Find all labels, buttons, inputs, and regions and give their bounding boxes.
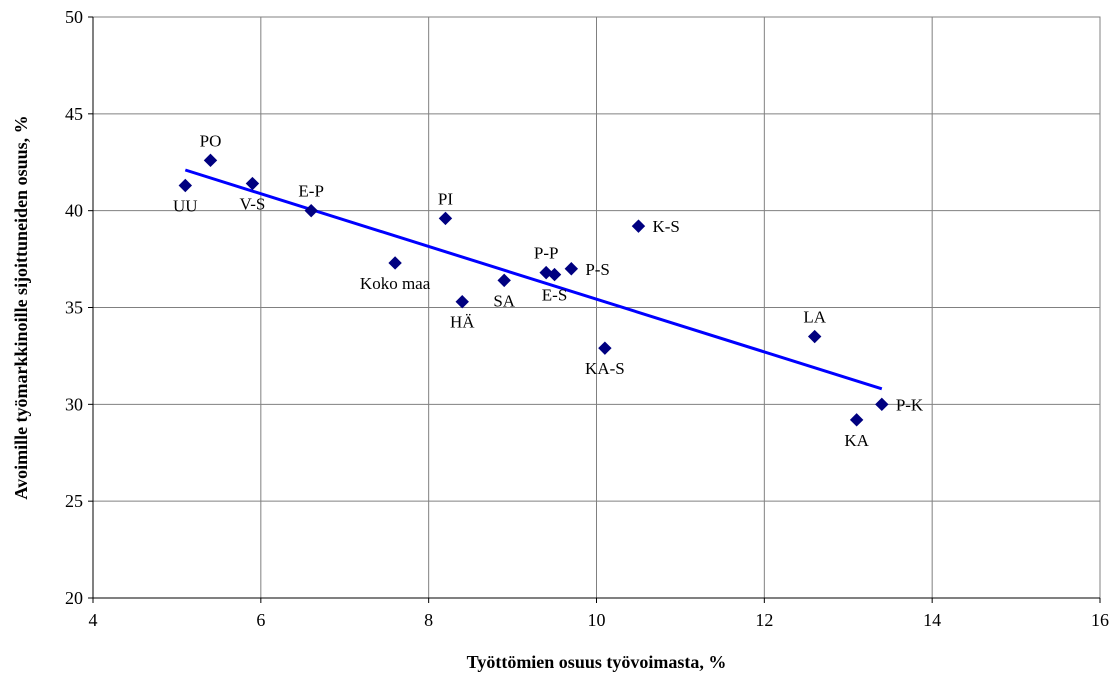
data-point <box>547 267 562 282</box>
point-label: P-S <box>585 260 610 279</box>
trendline <box>184 168 883 391</box>
y-axis-title: Avoimille työmarkkinoille sijoittuneiden… <box>11 115 31 499</box>
data-point <box>304 203 318 218</box>
x-tick-label: 4 <box>89 610 98 630</box>
y-tick-label: 35 <box>65 298 83 318</box>
data-point <box>178 178 193 193</box>
point-label: E-P <box>298 182 324 201</box>
grid-lines <box>93 17 1100 598</box>
data-point <box>807 329 822 344</box>
trendline-group <box>184 168 883 391</box>
point-label: E-S <box>542 286 568 305</box>
data-point <box>497 273 511 288</box>
x-axis-title: Työttömien osuus työvoimasta, % <box>467 652 727 672</box>
y-tick-label: 20 <box>65 588 83 608</box>
x-tick-label: 8 <box>424 610 433 630</box>
y-tick-label: 45 <box>65 104 83 124</box>
data-point <box>598 341 612 355</box>
y-tick-label: 40 <box>65 201 83 221</box>
point-label: Koko maa <box>360 274 431 293</box>
axes: 4 6 8 10 12 14 16 20 25 30 35 40 45 50 <box>65 7 1109 630</box>
data-point <box>455 294 469 309</box>
x-tick-label: 14 <box>923 610 941 630</box>
x-tick-label: 6 <box>256 610 265 630</box>
data-point <box>631 219 646 233</box>
point-label: P-P <box>534 244 559 263</box>
point-label: P-K <box>896 395 924 414</box>
data-point <box>438 211 453 226</box>
data-points: UU PO V-S E-P Koko maa PI HÄ SA P-P E-S P-S KA-S K-S… <box>173 131 924 450</box>
x-tick-label: 12 <box>755 610 773 630</box>
data-point <box>203 153 218 168</box>
y-tick-label: 25 <box>65 491 83 511</box>
point-label: LA <box>803 308 826 327</box>
x-tick-label: 10 <box>588 610 606 630</box>
point-label: PI <box>438 189 453 208</box>
point-label: K-S <box>652 217 679 236</box>
y-tick-label: 50 <box>65 7 83 27</box>
data-point <box>875 397 889 412</box>
y-tick-label: 30 <box>65 394 83 414</box>
point-label: KA <box>844 431 869 450</box>
data-point <box>564 262 579 276</box>
point-label: PO <box>200 131 222 150</box>
point-label: KA-S <box>585 359 625 378</box>
point-label: HÄ <box>450 313 475 332</box>
data-point <box>245 176 260 191</box>
point-label: V-S <box>240 195 266 214</box>
x-tick-label: 16 <box>1091 610 1109 630</box>
data-point <box>849 413 864 427</box>
point-label: UU <box>173 196 198 215</box>
point-label: SA <box>493 291 515 310</box>
data-point <box>388 256 402 270</box>
